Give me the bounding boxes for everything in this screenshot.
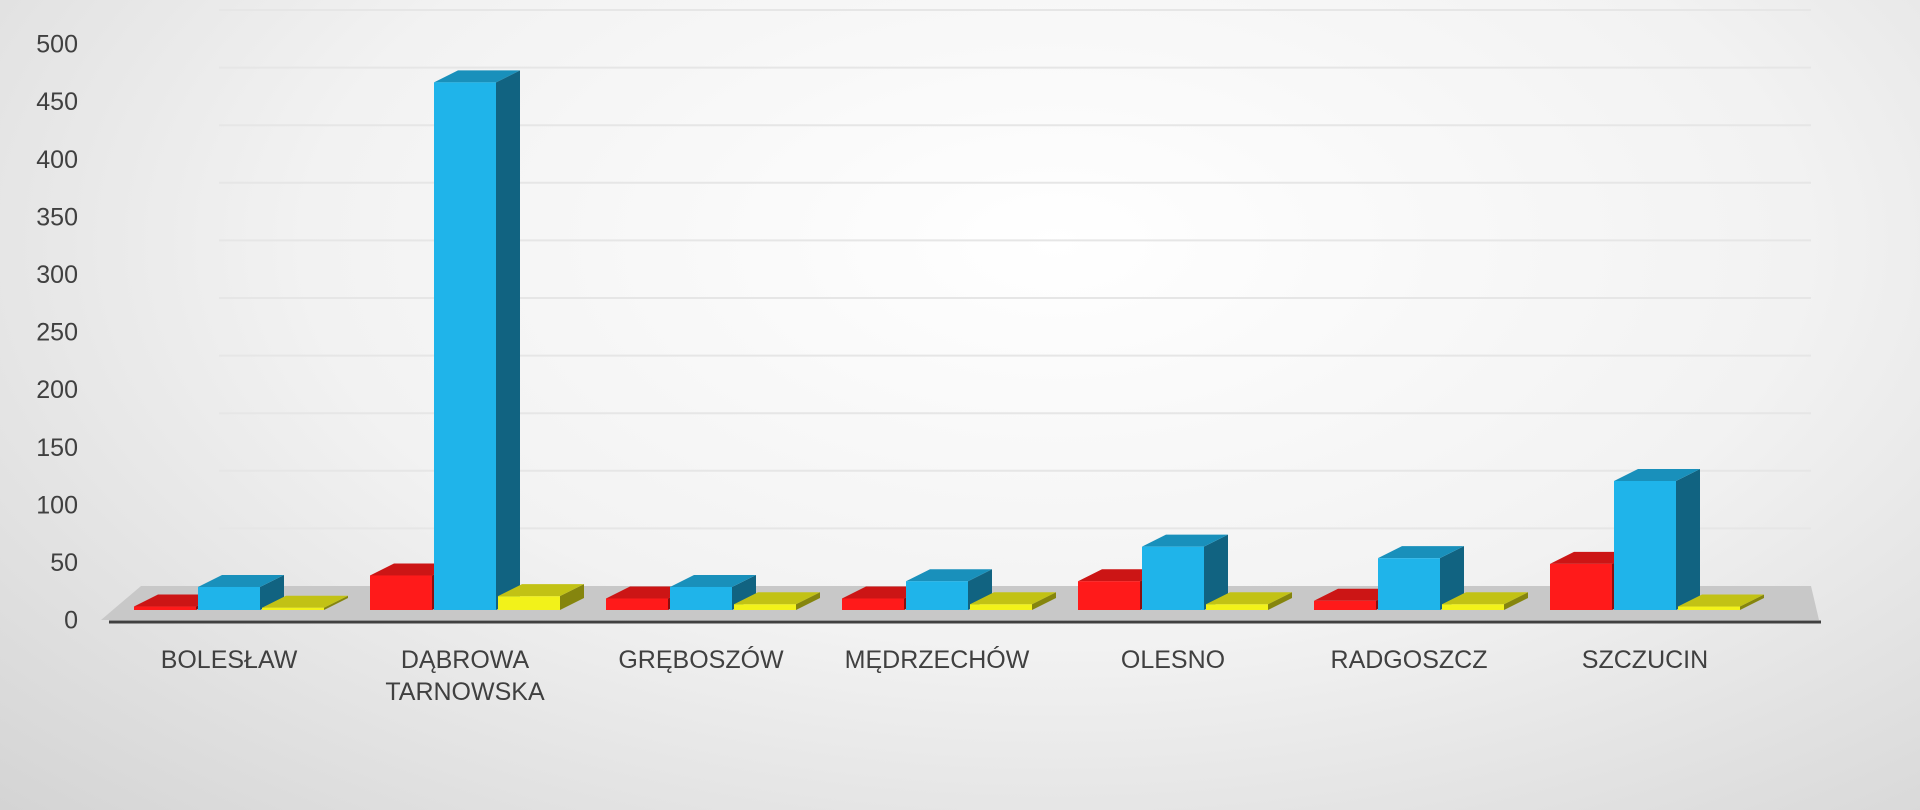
bar [1314, 600, 1376, 610]
bar-top [670, 574, 756, 587]
bar [262, 607, 324, 610]
bar-side [260, 574, 284, 610]
bar-top [1206, 592, 1292, 605]
bar-top [1442, 592, 1528, 605]
bar [434, 82, 496, 610]
bar-side [732, 574, 756, 610]
y-tick-label: 100 [36, 491, 78, 519]
x-tick-label: DĄBROWA TARNOWSKA [385, 646, 545, 706]
bar [1378, 558, 1440, 610]
x-tick-label: BOLESŁAW [160, 646, 298, 674]
y-tick-label: 0 [64, 607, 78, 635]
x-tick-label: SZCZUCIN [1581, 646, 1709, 674]
bar [498, 596, 560, 610]
bar-top [1142, 534, 1228, 547]
y-tick-label: 250 [36, 319, 78, 347]
y-tick-label: 400 [36, 146, 78, 174]
bar-top [198, 574, 284, 587]
x-tick-label: GRĘBOSZÓW [618, 646, 784, 674]
bar-side [496, 70, 520, 610]
bar-top [1614, 468, 1700, 481]
bar [1442, 604, 1504, 610]
bar-side [560, 584, 584, 610]
y-tick-label: 300 [36, 261, 78, 289]
bar [970, 604, 1032, 610]
bar-side [1440, 546, 1464, 610]
bar-side [1204, 534, 1228, 610]
x-tick-label: RADGOSZCZ [1330, 646, 1488, 674]
bar-side [324, 595, 348, 610]
bar [1206, 604, 1268, 610]
x-tick-label: MĘDRZECHÓW [844, 646, 1030, 674]
y-tick-label: 350 [36, 203, 78, 231]
bar-side [1676, 468, 1700, 610]
bar [198, 586, 260, 610]
bar-top [734, 592, 820, 605]
bar-top [1678, 594, 1764, 607]
bar-top [906, 569, 992, 582]
bar-side [796, 592, 820, 610]
bar [370, 575, 432, 610]
bar [906, 581, 968, 610]
y-tick-label: 450 [36, 88, 78, 116]
bar [842, 598, 904, 610]
bar [1078, 581, 1140, 610]
y-tick-label: 200 [36, 376, 78, 404]
bar [670, 586, 732, 610]
bar-side [1032, 592, 1056, 610]
bar-side [1268, 592, 1292, 610]
y-tick-label: 500 [36, 31, 78, 59]
x-tick-label: OLESNO [1120, 646, 1226, 674]
bar [1142, 546, 1204, 610]
bar [1614, 480, 1676, 610]
bar-side [1504, 592, 1528, 610]
bar [134, 606, 196, 610]
bar [1550, 563, 1612, 610]
y-tick-label: 50 [50, 549, 78, 577]
bar-top [1378, 546, 1464, 559]
bar [1678, 606, 1740, 610]
bar [734, 604, 796, 610]
bar-top [434, 70, 520, 83]
bar-top [498, 584, 584, 597]
bar-top [262, 595, 348, 608]
bar-top [970, 592, 1056, 605]
bar-side [1740, 594, 1764, 610]
y-tick-label: 150 [36, 434, 78, 462]
bar [606, 598, 668, 610]
